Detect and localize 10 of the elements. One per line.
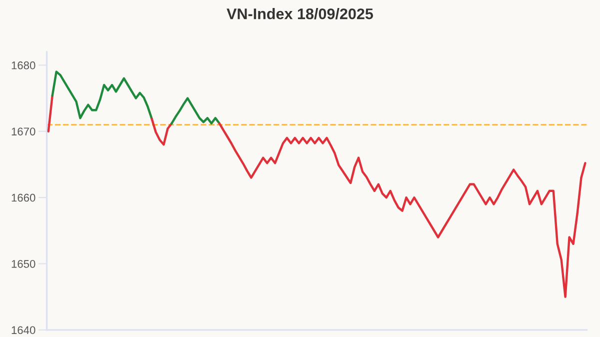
chart-title: VN-Index 18/09/2025 <box>226 8 374 20</box>
line-series <box>170 97 220 124</box>
y-tick-label: 1650 <box>12 260 36 268</box>
line-series <box>218 122 586 298</box>
y-tick-label: 1670 <box>12 128 36 136</box>
line-series <box>150 118 173 146</box>
y-tick-label: 1680 <box>12 61 36 70</box>
y-tick-label: 1640 <box>12 326 36 334</box>
y-tick-label: 1660 <box>12 194 36 202</box>
line-series <box>51 70 153 120</box>
